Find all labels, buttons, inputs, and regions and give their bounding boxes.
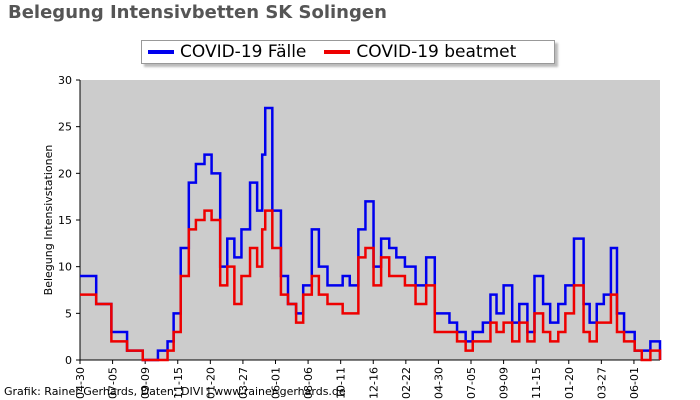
y-tick-label-15: 15 — [58, 214, 72, 227]
x-tick-label-4: 01-20 — [204, 367, 217, 399]
y-tick-label-10: 10 — [58, 261, 72, 274]
chart-legend: COVID-19 Fälle COVID-19 beatmet — [141, 40, 555, 64]
x-tick-label-16: 03-27 — [595, 367, 608, 399]
x-tick-label-2: 09-09 — [139, 367, 152, 399]
legend-item-faelle: COVID-19 Fälle — [148, 42, 306, 62]
x-tick-label-8: 10-11 — [335, 367, 348, 399]
y-tick-label-30: 30 — [58, 74, 72, 87]
legend-swatch-beatmet — [324, 50, 351, 54]
x-tick-label-10: 02-22 — [400, 367, 413, 399]
x-tick-label-17: 06-01 — [628, 367, 641, 399]
chart-credit: Grafik: Rainer Gerhards, Daten: DIVI | w… — [4, 385, 346, 398]
x-tick-label-3: 11-15 — [172, 367, 185, 399]
legend-swatch-faelle — [148, 50, 174, 54]
y-tick-label-0: 0 — [65, 354, 72, 367]
series-line-beatmet — [80, 209, 662, 362]
chart-title: Belegung Intensivbetten SK Solingen — [8, 2, 387, 23]
legend-label-faelle: COVID-19 Fälle — [180, 42, 307, 62]
x-tick-label-14: 11-15 — [530, 367, 543, 399]
x-tick-label-6: 06-01 — [270, 367, 283, 399]
x-tick-label-1: 07-05 — [107, 367, 120, 399]
x-tick-label-0: 04-30 — [74, 367, 87, 399]
x-tick-label-7: 08-06 — [302, 367, 315, 399]
x-tick-label-5: 03-27 — [237, 367, 250, 399]
y-tick-label-20: 20 — [58, 167, 72, 180]
legend-item-beatmet: COVID-19 beatmet — [324, 42, 516, 62]
legend-label-beatmet: COVID-19 beatmet — [356, 42, 517, 62]
y-tick-label-25: 25 — [58, 121, 72, 134]
y-axis-label: Belegung Intensivstationen — [42, 145, 55, 296]
x-tick-label-12: 07-05 — [465, 367, 478, 399]
x-tick-label-13: 09-09 — [498, 367, 511, 399]
x-tick-label-11: 04-30 — [432, 367, 445, 399]
y-tick-label-5: 5 — [65, 307, 72, 320]
plot-background — [80, 80, 660, 360]
x-tick-label-9: 12-16 — [367, 367, 380, 399]
x-tick-label-15: 01-20 — [563, 367, 576, 399]
